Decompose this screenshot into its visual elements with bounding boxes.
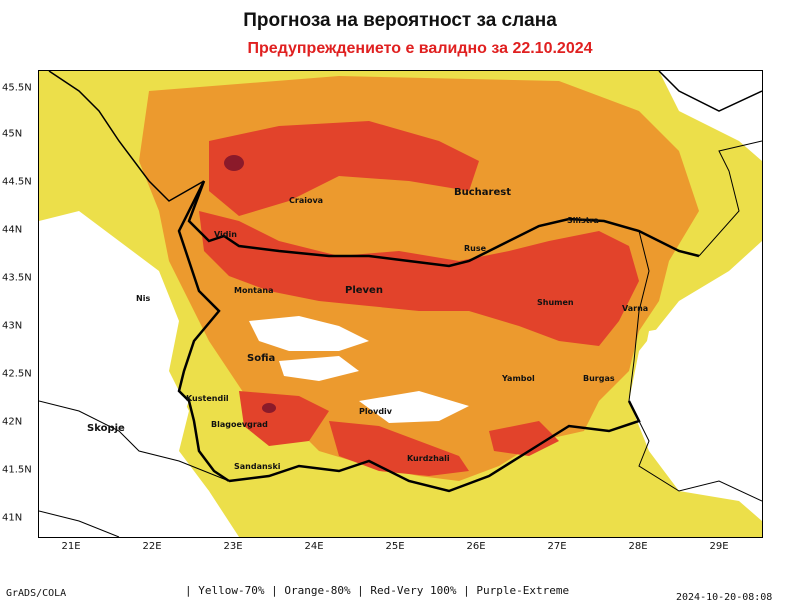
lat-tick: 41N (2, 512, 23, 524)
grads-credit: GrADS/COLA (6, 588, 67, 599)
city-label-shumen: Shumen (537, 298, 574, 307)
purple-zone (262, 403, 276, 413)
color-legend: | Yellow-70% | Orange-80% | Red-Very 100… (185, 584, 570, 597)
bulgaria-west-border (177, 180, 230, 483)
border-line (39, 510, 120, 537)
border-line (39, 400, 230, 482)
danube-border (187, 180, 700, 268)
border-line (658, 71, 762, 112)
lat-tick: 45.5N (2, 82, 32, 94)
city-label-plovdiv: Plovdiv (359, 407, 393, 416)
city-label-kurdzhali: Kurdzhali (407, 454, 450, 463)
lon-tick: 26E (466, 541, 486, 552)
romania-north-border (48, 71, 205, 202)
map-canvas: Craiova Bucharest Silistra Vidin Ruse Ni… (39, 71, 762, 537)
city-label-kustendil: Kustendil (186, 394, 229, 403)
issue-timestamp: 2024-10-20-08:08 (676, 592, 773, 603)
validity-subtitle: Предупреждението е валидно за 22.10.2024 (247, 40, 593, 57)
lon-tick: 24E (304, 541, 324, 552)
city-label-sofia: Sofia (247, 353, 275, 364)
lon-tick: 23E (223, 541, 243, 552)
lat-tick: 41.5N (2, 464, 32, 476)
city-label-montana: Montana (234, 286, 273, 295)
lon-tick: 21E (61, 541, 81, 552)
lat-tick: 43N (2, 320, 23, 332)
city-label-blagoevgrad: Blagoevgrad (211, 420, 268, 429)
white-gap (279, 356, 359, 381)
lon-tick: 28E (628, 541, 648, 552)
red-zone (239, 391, 329, 446)
red-zone (489, 421, 559, 456)
city-label-ruse: Ruse (464, 244, 487, 253)
white-gap (659, 71, 762, 151)
city-label-craiova: Craiova (289, 196, 323, 205)
city-label-varna: Varna (622, 304, 648, 313)
lat-tick: 44.5N (2, 176, 32, 188)
white-gap (639, 311, 762, 501)
city-label-bucharest: Bucharest (454, 187, 511, 198)
lon-tick: 29E (709, 541, 729, 552)
frost-probability-map: Craiova Bucharest Silistra Vidin Ruse Ni… (38, 70, 763, 538)
lon-tick: 27E (547, 541, 567, 552)
city-label-silistra: Silistra (567, 216, 599, 225)
city-label-burgas: Burgas (583, 374, 615, 383)
purple-zone (224, 155, 244, 171)
city-label-sandanski: Sandanski (234, 462, 281, 471)
white-gap (249, 316, 369, 351)
orange-zone (269, 341, 599, 421)
lat-tick: 45N (2, 128, 23, 140)
city-label-nis: Nis (136, 294, 150, 303)
red-zone (199, 211, 639, 346)
map-title: Прогноза на вероятност за слана (243, 10, 557, 31)
lat-tick: 43.5N (2, 272, 32, 284)
lat-tick: 42N (2, 416, 23, 428)
lon-tick: 25E (385, 541, 405, 552)
coastline (628, 230, 762, 502)
city-label-skopje: Skopje (87, 423, 125, 434)
lat-tick: 44N (2, 224, 23, 236)
city-label-yambol: Yambol (501, 374, 535, 383)
coastline (698, 140, 762, 257)
red-zone (209, 121, 479, 216)
white-gap (359, 391, 469, 423)
bulgaria-south-border (228, 400, 641, 493)
city-label-vidin: Vidin (214, 230, 237, 239)
lat-tick: 42.5N (2, 368, 32, 380)
white-gap (39, 211, 229, 537)
city-label-pleven: Pleven (345, 285, 383, 296)
lon-tick: 22E (142, 541, 162, 552)
